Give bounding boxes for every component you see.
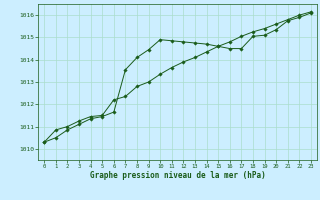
X-axis label: Graphe pression niveau de la mer (hPa): Graphe pression niveau de la mer (hPa) [90, 171, 266, 180]
